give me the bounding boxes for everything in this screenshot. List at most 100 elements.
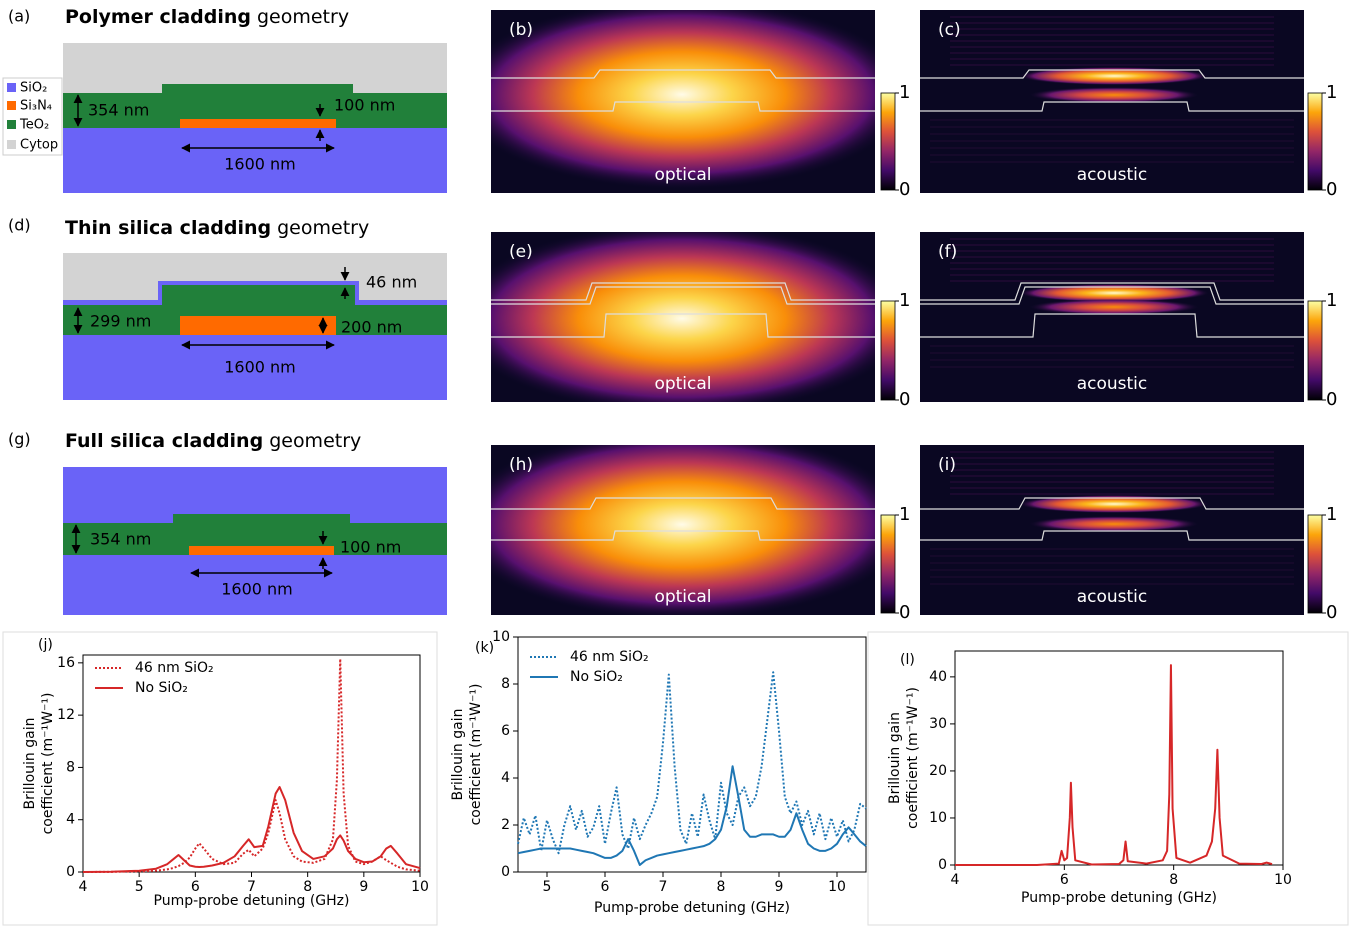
ripple xyxy=(930,345,1294,347)
panel-frame xyxy=(867,631,1349,926)
mode-caption: optical xyxy=(654,165,711,185)
ripple xyxy=(950,463,1274,465)
ripple xyxy=(930,548,1294,550)
dimension: 100 nm xyxy=(334,96,395,115)
colorbar xyxy=(880,92,896,191)
ripple xyxy=(930,366,1294,368)
x-tick-label: 10 xyxy=(1274,872,1292,888)
waveguide-outline xyxy=(491,101,875,112)
y-axis-label: Brillouin gain xyxy=(22,718,38,810)
x-tick-label: 6 xyxy=(1060,872,1069,888)
panel-frame xyxy=(2,631,438,926)
legend-text: SiO₂ xyxy=(20,81,47,96)
legend-text: Cytop xyxy=(20,138,58,153)
waveguide-outline xyxy=(920,497,1304,510)
waveguide-outline xyxy=(920,313,1304,338)
y-tick-label: 8 xyxy=(66,759,75,775)
ripple xyxy=(950,34,1274,36)
ripple xyxy=(950,64,1274,66)
mode-caption: optical xyxy=(654,587,711,607)
mode-map xyxy=(920,232,1304,402)
ripple xyxy=(930,154,1294,156)
waveguide-outline xyxy=(920,530,1304,541)
x-tick-label: 9 xyxy=(359,879,368,895)
y-tick-label: 10 xyxy=(492,629,510,645)
waveguide-outline xyxy=(491,282,875,301)
acoustic-field xyxy=(1029,87,1199,103)
waveguide-outline xyxy=(920,101,1304,112)
waveguide-outline xyxy=(491,69,875,79)
x-tick-label: 4 xyxy=(951,872,960,888)
material-legend: SiO₂ Si₃N₄ TeO₂ Cytop xyxy=(2,77,63,156)
panel-label: (e) xyxy=(509,242,533,262)
ripple xyxy=(930,583,1294,585)
dimension: 100 nm xyxy=(340,538,401,557)
colorbar-tick-label: 0 xyxy=(899,179,910,200)
title-bold: Polymer cladding xyxy=(65,6,251,28)
ripple xyxy=(950,481,1274,483)
ripple xyxy=(950,487,1274,489)
ripple xyxy=(950,22,1274,24)
colorbar xyxy=(1307,514,1323,614)
y-tick-label: 0 xyxy=(938,857,947,873)
ripple xyxy=(930,126,1294,128)
ripple xyxy=(950,457,1274,459)
title-rest: geometry xyxy=(269,430,361,452)
ripple xyxy=(930,140,1294,142)
mode-map xyxy=(491,10,875,193)
ripple xyxy=(950,493,1274,495)
y-tick-label: 8 xyxy=(501,676,510,692)
mode-map xyxy=(491,445,875,615)
y-axis-label: coefficient (m⁻¹W⁻¹) xyxy=(40,693,56,835)
mode-caption: acoustic xyxy=(1077,165,1148,185)
series-line xyxy=(517,671,867,855)
x-tick-label: 10 xyxy=(828,879,846,895)
colorbar-tick-label: 1 xyxy=(1326,290,1337,311)
optical-field xyxy=(491,10,875,190)
mode-caption: optical xyxy=(654,374,711,394)
x-tick-label: 8 xyxy=(1169,872,1178,888)
plot-frame xyxy=(954,650,1284,866)
ripple xyxy=(930,133,1294,135)
colorbar-tick-label: 1 xyxy=(899,290,910,311)
y-axis-label: coefficient (m⁻¹W⁻¹) xyxy=(468,684,484,826)
waveguide-outline xyxy=(491,313,875,338)
y-tick-label: 0 xyxy=(501,864,510,880)
ripple xyxy=(930,161,1294,163)
ripple xyxy=(950,28,1274,30)
panel-title: Full silica cladding geometry xyxy=(65,430,361,452)
legend-label: No SiO₂ xyxy=(135,680,188,696)
panel-label: (k) xyxy=(475,640,494,656)
series-line xyxy=(955,664,1273,866)
plot-frame xyxy=(82,654,421,873)
ripple xyxy=(950,16,1274,18)
acoustic-field xyxy=(1019,67,1209,85)
dimension: 354 nm xyxy=(88,101,149,120)
panel-label: (g) xyxy=(8,430,31,449)
waveguide-outline xyxy=(491,286,875,305)
y-tick-label: 10 xyxy=(929,810,947,826)
x-axis-label: Pump-probe detuning (GHz) xyxy=(1021,890,1217,906)
title-bold: Thin silica cladding xyxy=(65,217,271,239)
geometry-d xyxy=(63,253,447,400)
x-tick-label: 5 xyxy=(135,879,144,895)
acoustic-field xyxy=(1019,284,1209,302)
dimension: 1600 nm xyxy=(224,155,296,174)
ripple xyxy=(950,52,1274,54)
mode-map xyxy=(920,445,1304,615)
series-line xyxy=(517,765,867,866)
map-background xyxy=(920,232,1304,402)
mode-map xyxy=(491,232,875,402)
geometry-g xyxy=(63,467,447,615)
acoustic-field xyxy=(1029,516,1199,532)
ripple xyxy=(950,250,1274,252)
x-tick-label: 7 xyxy=(247,879,256,895)
plot-frame xyxy=(517,636,867,873)
ripple xyxy=(950,268,1274,270)
y-tick-label: 0 xyxy=(66,864,75,880)
x-tick-label: 8 xyxy=(717,879,726,895)
mode-caption: acoustic xyxy=(1077,374,1148,394)
title-rest: geometry xyxy=(257,6,349,28)
colorbar-tick-label: 0 xyxy=(1326,389,1337,410)
